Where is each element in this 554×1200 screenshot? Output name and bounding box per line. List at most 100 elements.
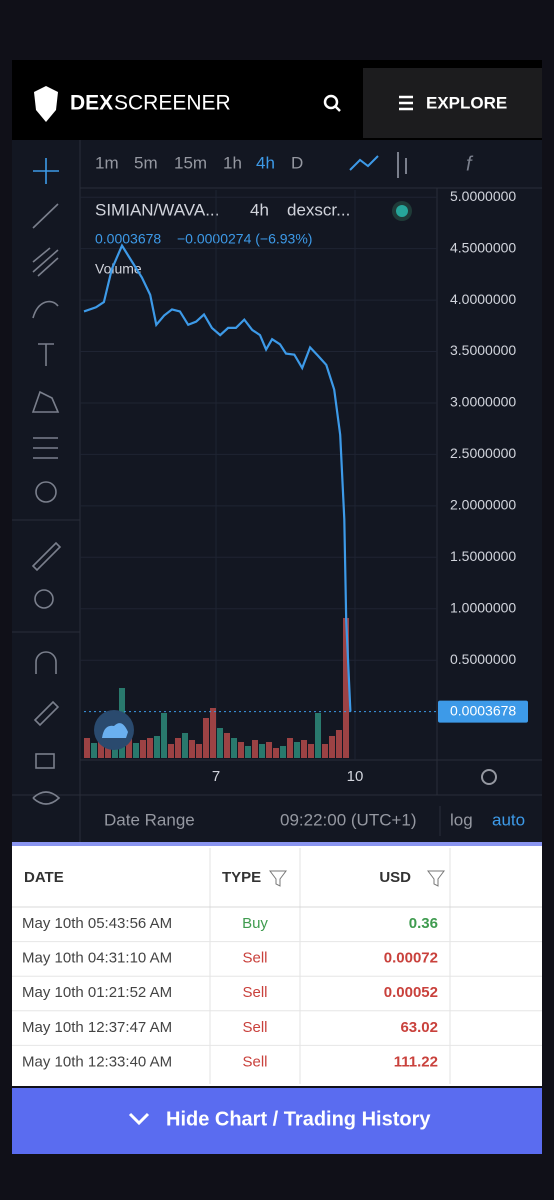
volume-bar bbox=[217, 728, 223, 758]
volume-bar bbox=[175, 738, 181, 758]
type-cell: Sell bbox=[242, 1053, 267, 1070]
volume-bar bbox=[147, 738, 153, 758]
zoom-tool[interactable] bbox=[34, 589, 54, 609]
date-cell: May 10th 04:31:10 AM bbox=[22, 950, 172, 967]
date-cell: May 10th 05:43:56 AM bbox=[22, 915, 172, 932]
last-price-box bbox=[438, 700, 528, 723]
volume-bar bbox=[287, 738, 293, 758]
volume-bar bbox=[252, 740, 258, 758]
type-cell: Sell bbox=[242, 1019, 267, 1036]
crosshair-tool[interactable] bbox=[33, 158, 59, 184]
candle-icon[interactable] bbox=[397, 152, 407, 178]
hide-chart-label[interactable]: Hide Chart / Trading History bbox=[166, 1108, 431, 1130]
volume-bar bbox=[126, 730, 132, 758]
volume-bar bbox=[154, 736, 160, 758]
interval-button[interactable]: 15m bbox=[174, 153, 207, 172]
legend-price: 0.0003678 bbox=[95, 231, 161, 247]
y-tick-label: 1.5000000 bbox=[450, 548, 516, 564]
x-tick-label: 10 bbox=[347, 768, 364, 785]
filter-icon[interactable] bbox=[427, 870, 445, 887]
time-zone: 09:22:00 (UTC+1) bbox=[280, 810, 417, 829]
volume-bar bbox=[224, 733, 230, 758]
volume-label: Volume bbox=[95, 261, 142, 277]
volume-bar bbox=[210, 708, 216, 758]
type-cell: Sell bbox=[242, 950, 267, 967]
volume-bar bbox=[266, 742, 272, 758]
y-tick-label: 5.0000000 bbox=[450, 188, 516, 204]
column-header: DATE bbox=[24, 869, 64, 886]
chevron-icon bbox=[128, 1112, 150, 1126]
volume-bar bbox=[182, 733, 188, 758]
volume-bar bbox=[140, 740, 146, 758]
status-dot bbox=[396, 205, 408, 217]
magnet-tool[interactable] bbox=[35, 651, 57, 674]
ruler-tool[interactable] bbox=[31, 541, 62, 572]
brush-tool[interactable] bbox=[32, 300, 59, 319]
lock-draw-tool[interactable] bbox=[33, 700, 60, 727]
volume-bar bbox=[336, 730, 342, 758]
drawing-tools bbox=[31, 158, 62, 805]
usd-cell: 63.02 bbox=[400, 1019, 438, 1036]
volume-bar bbox=[168, 744, 174, 758]
price-line bbox=[83, 243, 352, 712]
volume-bar bbox=[294, 742, 300, 758]
volume-bar bbox=[238, 742, 244, 758]
volume-bar bbox=[98, 736, 104, 758]
volume-bar bbox=[301, 740, 307, 758]
source-label: dexscr... bbox=[287, 200, 350, 219]
pair-label: SIMIAN/WAVA... bbox=[95, 200, 219, 219]
volume-bar bbox=[308, 744, 314, 758]
plot: 5.0000000 4.5000000 4.0000000 3.5000000 3.00… bbox=[80, 188, 528, 785]
log-toggle[interactable]: log bbox=[450, 810, 473, 829]
hide-chart-button[interactable] bbox=[12, 1088, 542, 1154]
y-tick-label: 2.5000000 bbox=[450, 445, 516, 461]
auto-toggle[interactable]: auto bbox=[492, 810, 525, 829]
legend-change: −0.0000274 (−6.93%) bbox=[177, 231, 312, 247]
interval-button[interactable]: 1m bbox=[95, 153, 119, 172]
interval-button[interactable]: 4h bbox=[256, 153, 275, 172]
emoji-tool[interactable] bbox=[35, 481, 57, 503]
visibility-tool[interactable] bbox=[32, 791, 61, 805]
y-tick-label: 3.5000000 bbox=[450, 342, 516, 358]
pattern-tool[interactable] bbox=[31, 390, 60, 413]
volume-bar bbox=[161, 713, 167, 758]
volume-bar bbox=[189, 740, 195, 758]
interval-button[interactable]: D bbox=[291, 153, 303, 172]
fib-tool[interactable] bbox=[32, 247, 59, 277]
lock-tool[interactable] bbox=[35, 753, 55, 769]
usd-cell: 0.36 bbox=[409, 915, 438, 932]
date-cell: May 10th 12:33:40 AM bbox=[22, 1053, 172, 1070]
text-tool[interactable] bbox=[38, 343, 54, 366]
chart-style-icon[interactable] bbox=[349, 155, 379, 171]
date-cell: May 10th 12:37:47 AM bbox=[22, 1019, 172, 1036]
explore-button[interactable] bbox=[363, 68, 542, 138]
usd-cell: 0.00072 bbox=[384, 950, 438, 967]
interval-button[interactable]: 1h bbox=[223, 153, 242, 172]
table-body: DATE TYPE USD May 10th 05:43:56 AM Buy 0.36 Ma… bbox=[12, 848, 542, 1084]
y-tick-label: 0.5000000 bbox=[450, 651, 516, 667]
volume-bar bbox=[245, 746, 251, 758]
indicator-icon[interactable]: f bbox=[466, 153, 474, 175]
interval-label: 4h bbox=[250, 200, 269, 219]
interval-button[interactable]: 5m bbox=[134, 153, 158, 172]
search-icon[interactable] bbox=[323, 94, 339, 110]
volume-bar bbox=[322, 744, 328, 758]
prediction-tool[interactable] bbox=[33, 437, 58, 459]
date-range[interactable]: Date Range bbox=[104, 810, 195, 829]
logo-right: SCREENER bbox=[114, 92, 231, 115]
explore-label[interactable]: EXPLORE bbox=[426, 93, 507, 112]
volume-bar bbox=[280, 746, 286, 758]
y-tick-label: 4.5000000 bbox=[450, 239, 516, 255]
filter-icon[interactable] bbox=[269, 870, 287, 887]
last-price-label: 0.0003678 bbox=[450, 702, 516, 718]
search-icon-handle bbox=[334, 105, 341, 112]
logo-left: DEX bbox=[70, 92, 113, 115]
settings-icon[interactable] bbox=[481, 769, 497, 785]
y-tick-label: 4.0000000 bbox=[450, 291, 516, 307]
menu-icon bbox=[399, 95, 413, 111]
trendline-tool[interactable] bbox=[32, 203, 59, 229]
volume-bar bbox=[203, 718, 209, 758]
type-cell: Sell bbox=[242, 984, 267, 1001]
